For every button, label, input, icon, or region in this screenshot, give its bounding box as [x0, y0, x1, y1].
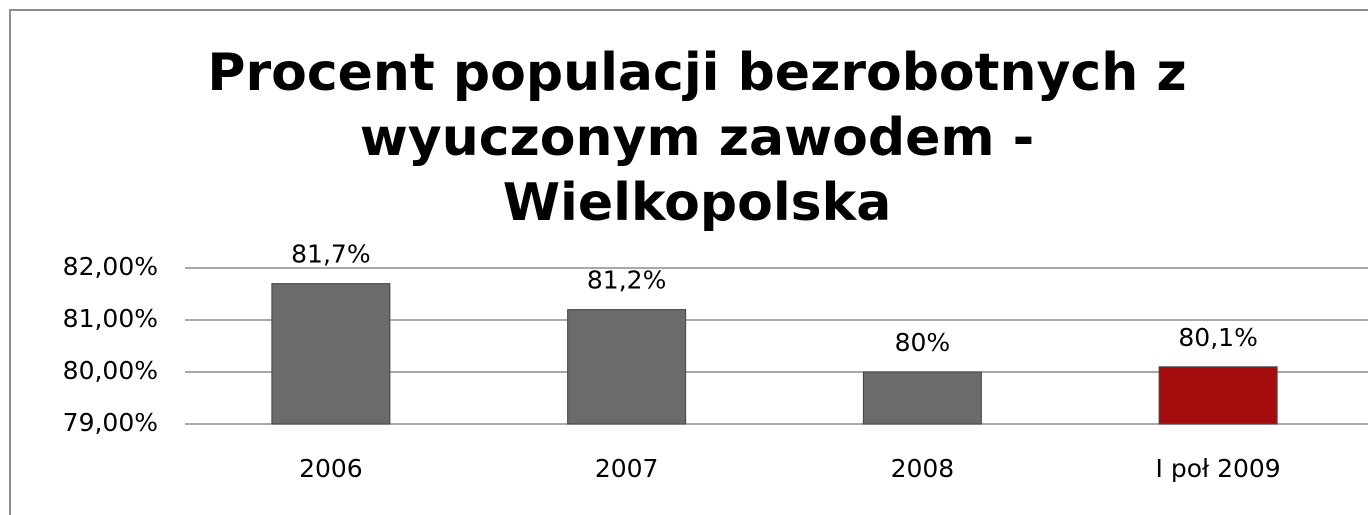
x-tick-label: I poł 2009 [1156, 454, 1281, 483]
data-label: 80,1% [1178, 323, 1257, 352]
y-tick-label: 80,00% [63, 356, 158, 385]
x-tick-label: 2008 [891, 454, 955, 483]
bar [862, 371, 982, 425]
y-tick-label: 79,00% [63, 408, 158, 437]
x-tick-label: 2007 [595, 454, 659, 483]
data-label: 81,2% [587, 266, 666, 295]
chart-title: Procent populacji bezrobotnych z [207, 43, 1186, 103]
chart-title: wyuczonym zawodem - [360, 108, 1034, 168]
bar [1158, 366, 1278, 425]
bar [567, 309, 687, 425]
y-tick-label: 82,00% [63, 252, 158, 281]
data-label: 80% [895, 328, 951, 357]
x-tick-label: 2006 [299, 454, 363, 483]
y-tick-label: 81,00% [63, 304, 158, 333]
bar [271, 283, 391, 425]
chart-title: Wielkopolska [503, 173, 892, 233]
chart-frame [9, 9, 1368, 515]
data-label: 81,7% [291, 240, 370, 269]
